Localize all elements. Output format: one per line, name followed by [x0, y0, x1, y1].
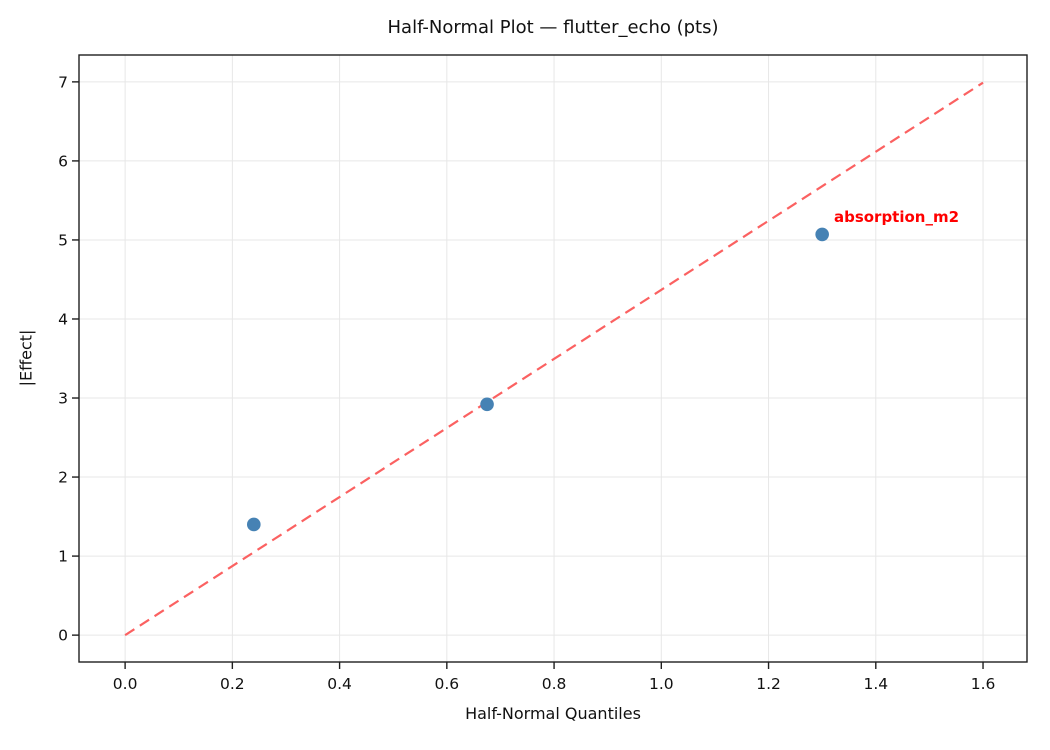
tick-layer: 0.0 0.2 0.4 0.6 0.8 1.0 1.2 1.4 1.6 0 1 2 3 4 5 6 7: [58, 73, 995, 693]
y-tick-label: 7: [58, 73, 68, 91]
y-tick-label: 2: [58, 469, 68, 487]
reference-line: [124, 81, 984, 637]
x-tick-label: 0.4: [327, 675, 352, 693]
x-tick-label: 0.8: [542, 675, 567, 693]
x-tick-label: 1.4: [863, 675, 888, 693]
grid-layer: [79, 55, 1027, 662]
y-axis-label: |Effect|: [16, 329, 36, 387]
y-tick-label: 5: [58, 231, 68, 249]
x-tick-label: 0.6: [435, 675, 460, 693]
y-tick-label: 0: [58, 627, 68, 645]
y-tick-label: 1: [58, 548, 68, 566]
data-point-layer: [247, 227, 829, 532]
y-tick-label: 4: [58, 310, 68, 328]
x-tick-label: 1.2: [756, 675, 781, 693]
chart-title: Half-Normal Plot — flutter_echo (pts): [387, 17, 719, 38]
x-tick-label: 0.0: [113, 675, 138, 693]
x-tick-label: 1.6: [971, 675, 996, 693]
axes-spines: [78, 54, 1028, 663]
plot-border: [78, 54, 1028, 663]
data-point: [815, 227, 829, 242]
x-axis-label: Half-Normal Quantiles: [465, 704, 641, 723]
reference-line-layer: [124, 81, 984, 637]
data-point: [247, 517, 261, 532]
data-point: [480, 397, 494, 412]
x-tick-label: 1.0: [649, 675, 674, 693]
x-tick-label: 0.2: [220, 675, 245, 693]
y-tick-label: 3: [58, 390, 68, 408]
y-tick-label: 6: [58, 152, 68, 170]
